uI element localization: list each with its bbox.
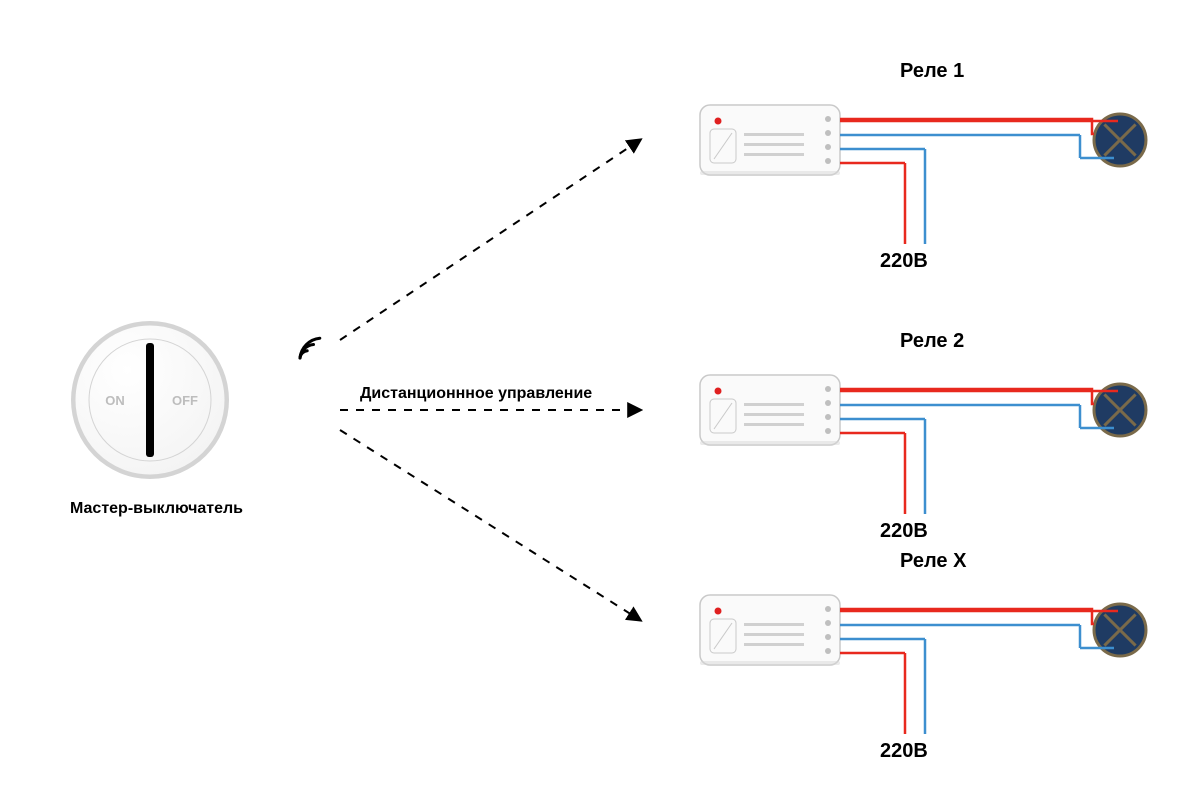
relay-1-voltage: 220В [880,250,928,273]
diagram-svg: ON OFF [0,0,1200,800]
relay-2-title: Реле 2 [900,330,964,353]
relay-unit [700,105,1146,244]
wireless-caption: Дистанционнное управление [360,385,592,403]
relay-unit [700,595,1146,734]
signal-arrow-1 [340,140,640,340]
svg-text:OFF: OFF [172,393,198,408]
svg-text:ON: ON [105,393,125,408]
signal-arrow-3 [340,430,640,620]
relay-x-title: Реле X [900,550,966,573]
diagram-stage: ON OFF Мастер-выключатель Дистанционнное … [0,0,1200,800]
relay-2-voltage: 220В [880,520,928,543]
relay-unit [700,375,1146,514]
relay-x-voltage: 220В [880,740,928,763]
switch-label: Мастер-выключатель [70,500,243,518]
relay-1-title: Реле 1 [900,60,964,83]
